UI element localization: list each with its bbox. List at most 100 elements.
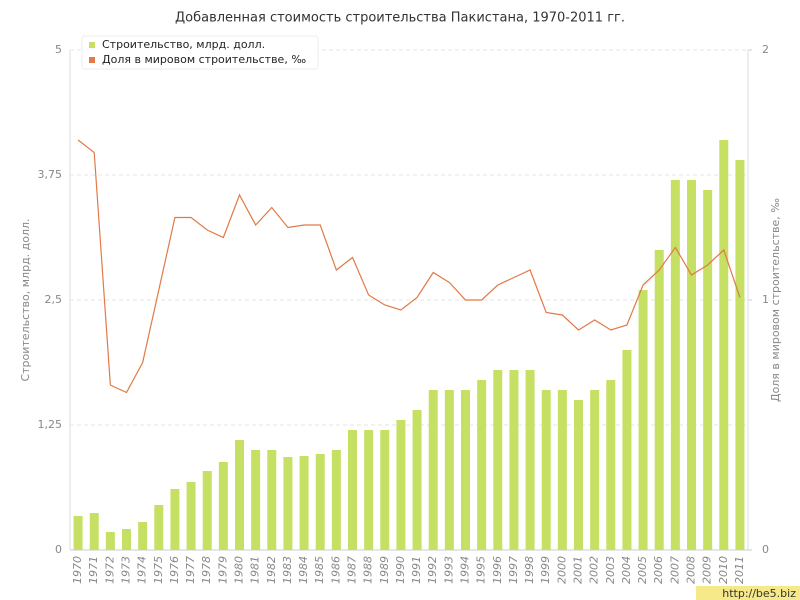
legend-box: [81, 35, 319, 70]
bar: [461, 390, 470, 550]
bar: [428, 390, 438, 550]
bar: [703, 190, 713, 550]
bar: [170, 489, 180, 550]
bar: [719, 140, 729, 550]
bar: [267, 450, 277, 550]
bar: [590, 390, 600, 550]
legend-marker: [89, 57, 95, 63]
x-tick-label: 1972: [103, 556, 116, 584]
bar: [654, 250, 664, 550]
x-tick-label: 1985: [313, 556, 326, 584]
x-tick-label: 1970: [71, 556, 84, 584]
x-tick-label: 1997: [507, 556, 520, 584]
bar: [364, 430, 374, 550]
x-tick-label: 1976: [168, 556, 181, 584]
legend-marker: [89, 42, 95, 48]
x-tick-label: 2000: [555, 556, 568, 584]
x-tick-label: 1977: [184, 556, 197, 584]
x-tick-label: 1992: [426, 556, 439, 584]
x-tick-label: 2007: [668, 556, 681, 584]
x-tick-label: 1982: [265, 556, 278, 584]
x-tick-label: 1973: [120, 556, 133, 584]
bar: [218, 462, 228, 550]
legend-label: Строительство, млрд. долл.: [102, 38, 265, 51]
x-tick-label: 2006: [652, 556, 665, 584]
bar: [525, 370, 535, 550]
x-tick-label: 2011: [733, 556, 746, 584]
bar: [557, 390, 567, 550]
x-tick-label: 1983: [281, 556, 294, 584]
x-tick-label: 1993: [442, 556, 455, 584]
x-tick-label: 1989: [378, 556, 391, 584]
bar: [541, 390, 551, 550]
y2-tick-label: 1: [762, 293, 769, 306]
x-tick-label: 1991: [410, 556, 423, 584]
bar: [444, 390, 454, 550]
x-tick-label: 1988: [362, 556, 375, 584]
bar: [509, 370, 519, 550]
watermark: http://be5.biz: [722, 587, 796, 600]
bar: [622, 350, 632, 550]
bar: [735, 160, 745, 550]
bar: [687, 180, 696, 550]
bar: [606, 380, 616, 550]
bar: [73, 516, 83, 550]
y-tick-label: 2,5: [45, 293, 63, 306]
x-tick-label: 1986: [329, 556, 342, 584]
bar: [348, 430, 357, 550]
bar: [315, 454, 325, 550]
y-tick-label: 0: [55, 543, 62, 556]
x-tick-label: 1974: [136, 556, 149, 584]
bar: [396, 420, 406, 550]
x-tick-label: 2001: [572, 556, 585, 584]
legend: Строительство, млрд. долл. Доля в мировом…: [81, 35, 319, 70]
bar: [380, 430, 390, 550]
bar: [638, 290, 648, 550]
x-tick-label: 2003: [604, 556, 617, 584]
x-tick-label: 1987: [346, 556, 359, 584]
bar: [574, 400, 583, 550]
x-tick-label: 1996: [491, 556, 504, 584]
bar: [283, 457, 293, 550]
x-tick-label: 1995: [475, 556, 488, 584]
x-tick-label: 1998: [523, 556, 536, 584]
bar: [412, 410, 422, 550]
x-tick-label: 2004: [620, 556, 633, 584]
bar: [331, 450, 341, 550]
bar: [251, 450, 261, 550]
x-tick-label: 2005: [636, 556, 649, 584]
bar: [493, 370, 503, 550]
bar: [105, 532, 115, 550]
x-tick-label: 1971: [87, 556, 100, 584]
x-tick-label: 1981: [249, 556, 262, 584]
bar: [235, 440, 244, 550]
x-tick-label: 1994: [459, 556, 472, 584]
x-tick-label: 1999: [539, 556, 552, 584]
x-tick-label: 2008: [685, 556, 698, 584]
y-tick-label: 5: [55, 43, 62, 56]
bar: [477, 380, 487, 550]
x-tick-label: 2009: [701, 556, 714, 584]
y-tick-label: 3,75: [38, 168, 63, 181]
x-tick-label: 1975: [152, 556, 165, 584]
y2-tick-label: 2: [762, 43, 769, 56]
x-tick-label: 1979: [216, 556, 229, 584]
y2-tick-label: 0: [762, 543, 769, 556]
bar: [89, 513, 99, 550]
y-tick-label: 1,25: [38, 418, 63, 431]
bar: [299, 456, 309, 550]
y2-axis-label: Доля в мировом строительстве, ‰: [769, 198, 782, 402]
bar: [138, 522, 148, 550]
x-tick-label: 1984: [297, 556, 310, 584]
line: [77, 139, 741, 394]
chart-title: Добавленная стоимость строительства Паки…: [175, 11, 625, 26]
bar: [154, 505, 164, 550]
watermark-bg: [696, 586, 800, 600]
bar: [122, 529, 131, 550]
x-tick-label: 2010: [717, 556, 730, 584]
bar: [186, 482, 196, 550]
bar: [670, 180, 680, 550]
legend-label: Доля в мировом строительстве, ‰: [102, 53, 306, 66]
x-tick-label: 1990: [394, 556, 407, 584]
